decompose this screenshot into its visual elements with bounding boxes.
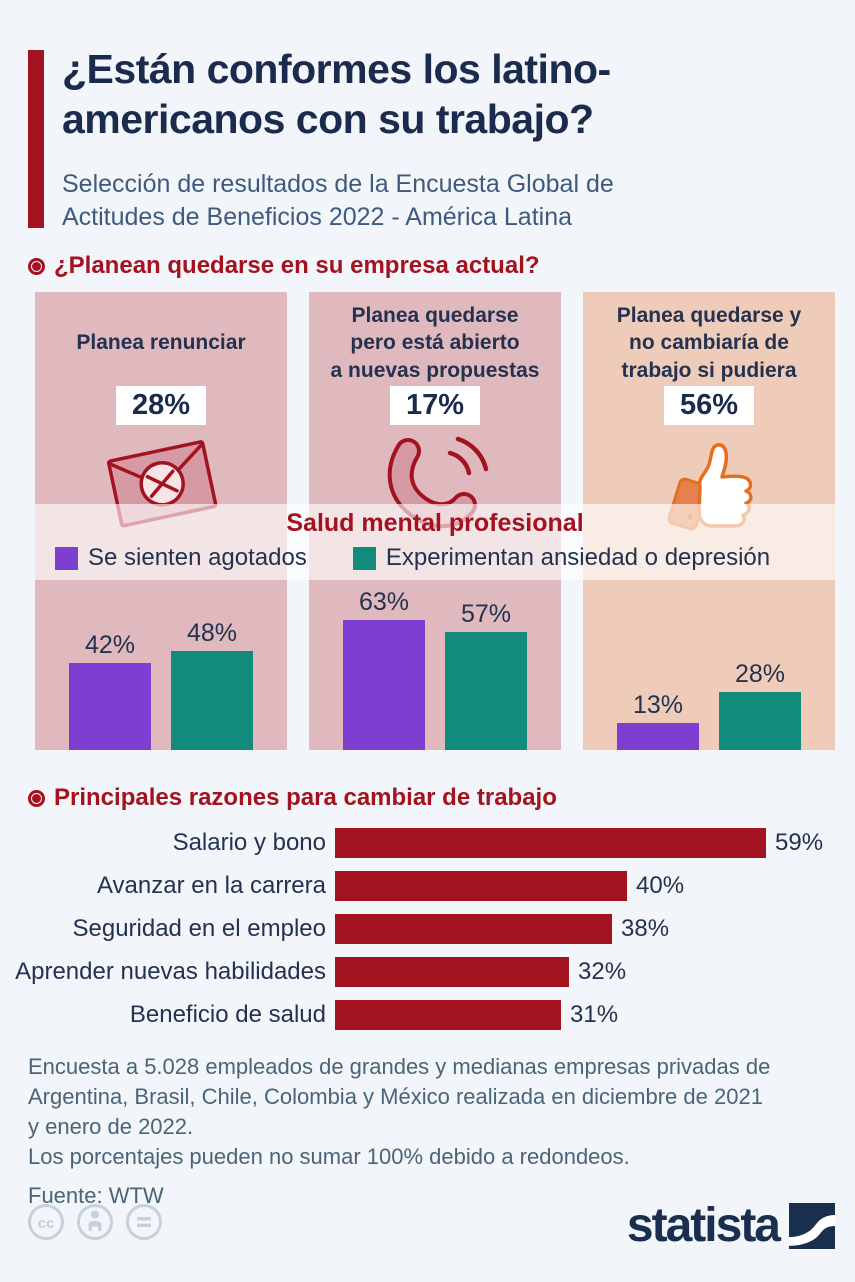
reason-bar	[335, 870, 627, 901]
bar-group-ansiedad: 48%	[171, 619, 253, 750]
reason-row: Salario y bono 59%	[0, 827, 855, 858]
reason-value: 32%	[578, 957, 627, 985]
plans-panels: Planea renunciar 28% 42% 48%	[35, 292, 835, 750]
share-badge: 28%	[115, 386, 207, 425]
attribution-icon[interactable]	[75, 1202, 115, 1242]
reason-label: Avanzar en la carrera	[96, 871, 326, 899]
bar-value-label: 42%	[84, 631, 136, 659]
bar-value-label: 57%	[460, 600, 512, 628]
title-accent-bar	[28, 50, 44, 228]
section2-heading: Principales razones para cambiar de trab…	[28, 784, 557, 812]
cc-icon[interactable]: cc	[26, 1202, 66, 1242]
reason-row: Avanzar en la carrera 40%	[0, 870, 855, 901]
bar-agotados	[343, 620, 425, 750]
statista-logo-icon	[789, 1202, 835, 1249]
reasons-bar-chart: Salario y bono 59% Avanzar en la carrera…	[0, 827, 855, 1042]
bar-value-label: 48%	[186, 619, 238, 647]
mental-health-bars: 13% 28%	[583, 585, 835, 750]
share-badge: 17%	[389, 386, 481, 425]
bar-value-label: 63%	[358, 588, 410, 616]
reason-bar	[335, 827, 766, 858]
bullseye-icon	[28, 789, 45, 807]
footer-notes: Encuesta a 5.028 empleados de grandes y …	[28, 1052, 828, 1211]
statista-logo[interactable]: statista	[627, 1198, 835, 1253]
reason-label: Seguridad en el empleo	[72, 914, 326, 942]
section1-heading: ¿Planean quedarse en su empresa actual?	[28, 252, 540, 280]
legend-swatch-teal	[352, 546, 376, 570]
bar-ansiedad	[445, 632, 527, 750]
reason-row: Beneficio de salud 31%	[0, 999, 855, 1030]
reason-value: 40%	[636, 871, 685, 899]
reason-bar	[335, 956, 569, 987]
bar-group-agotados: 63%	[343, 588, 425, 750]
reason-value: 59%	[775, 828, 824, 856]
legend-item-ansiedad: Experimentan ansiedad o depresión	[352, 544, 771, 572]
survey-note: Encuesta a 5.028 empleados de grandes y …	[28, 1054, 771, 1139]
reason-label: Aprender nuevas habilidades	[15, 957, 326, 985]
page-title: ¿Están conformes los latino- americanos …	[62, 46, 611, 143]
license-icons[interactable]: cc	[26, 1202, 164, 1242]
panel-title: Planea quedarse y no cambiaría de trabaj…	[616, 304, 802, 382]
panel-title: Planea renunciar	[76, 331, 246, 355]
section1-heading-label: ¿Planean quedarse en su empresa actual?	[54, 252, 540, 279]
bar-group-agotados: 13%	[617, 691, 699, 750]
reason-value: 31%	[570, 1000, 619, 1028]
bar-agotados	[69, 663, 151, 750]
svg-text:cc: cc	[38, 1215, 55, 1232]
reason-row: Seguridad en el empleo 38%	[0, 913, 855, 944]
mental-health-bars: 63% 57%	[309, 585, 561, 750]
mental-health-band-title: Salud mental profesional	[286, 509, 584, 537]
statista-wordmark: statista	[626, 1199, 781, 1252]
legend-item-agotados: Se sienten agotados	[55, 544, 307, 572]
mental-health-band: Salud mental profesional Se sienten agot…	[35, 504, 835, 580]
bar-value-label: 13%	[632, 691, 684, 719]
bar-agotados	[617, 723, 699, 750]
bar-group-ansiedad: 28%	[719, 660, 801, 750]
bullseye-icon	[28, 257, 45, 275]
reason-label: Salario y bono	[172, 828, 326, 856]
bar-group-ansiedad: 57%	[445, 600, 527, 750]
bar-value-label: 28%	[734, 660, 786, 688]
mental-health-bars: 42% 48%	[35, 585, 287, 750]
source-note: Fuente: WTW	[28, 1182, 164, 1208]
rounding-note: Los porcentajes pueden no sumar 100% deb…	[28, 1143, 630, 1169]
mental-health-legend: Se sienten agotados Experimentan ansieda…	[35, 544, 835, 572]
legend-label: Se sienten agotados	[88, 544, 307, 571]
section2-heading-label: Principales razones para cambiar de trab…	[54, 784, 557, 811]
reason-value: 38%	[621, 914, 670, 942]
page-subtitle: Selección de resultados de la Encuesta G…	[62, 170, 614, 231]
bar-group-agotados: 42%	[69, 631, 151, 750]
bar-ansiedad	[719, 692, 801, 750]
reason-bar	[335, 913, 612, 944]
bar-ansiedad	[171, 651, 253, 750]
reason-label: Beneficio de salud	[129, 1000, 326, 1028]
reason-row: Aprender nuevas habilidades 32%	[0, 956, 855, 987]
no-derivatives-icon[interactable]	[124, 1202, 164, 1242]
legend-label: Experimentan ansiedad o depresión	[385, 544, 771, 571]
reason-bar	[335, 999, 561, 1030]
panel-title: Planea quedarse pero está abierto a nuev…	[330, 304, 540, 382]
legend-swatch-purple	[55, 546, 78, 570]
share-badge: 56%	[663, 386, 755, 425]
